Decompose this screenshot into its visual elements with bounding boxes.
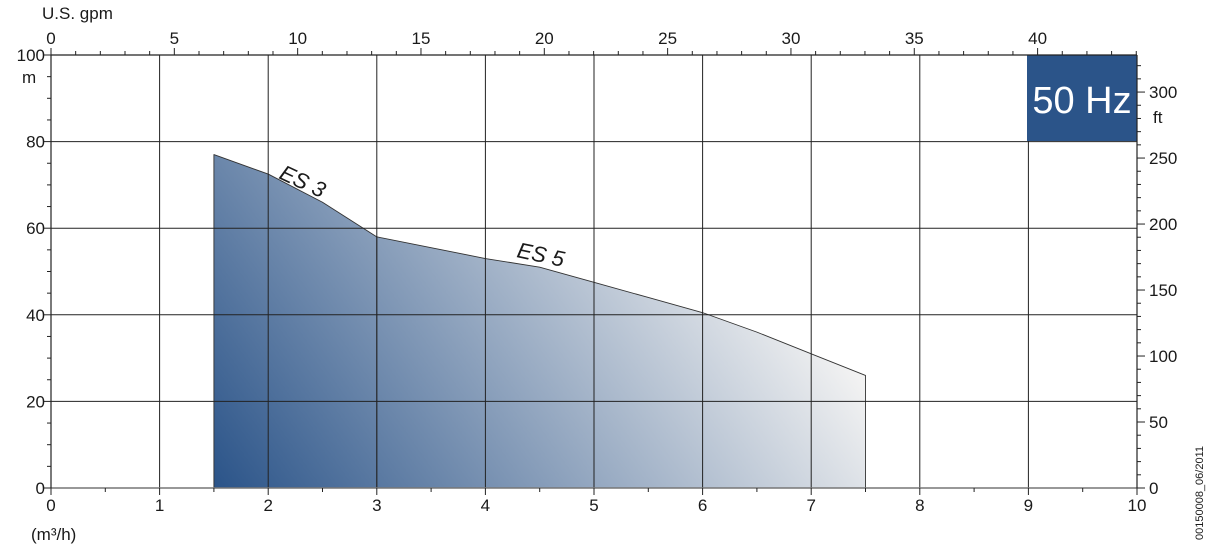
axes <box>44 48 1145 495</box>
right-tick-label: 100 <box>1149 347 1177 366</box>
left-tick-label: 60 <box>26 219 45 238</box>
bottom-axis-unit-label: (m³/h) <box>31 525 76 544</box>
top-tick-label: 40 <box>1028 29 1047 48</box>
bottom-tick-label: 5 <box>589 496 598 515</box>
bottom-tick-label: 2 <box>263 496 272 515</box>
document-code: 00150008_06/2011 <box>1194 446 1206 540</box>
right-axis-unit-label: ft <box>1153 108 1163 127</box>
bottom-tick-label: 10 <box>1128 496 1147 515</box>
bottom-tick-label: 1 <box>155 496 164 515</box>
top-tick-label: 15 <box>412 29 431 48</box>
bottom-tick-label: 7 <box>806 496 815 515</box>
tick-labels: 0 1 2 3 4 5 6 7 8 9 100 5 10 15 20 25 30 35 40020406080100… <box>17 29 1178 515</box>
curve-areas: ES 3ES 5 <box>213 154 866 489</box>
bottom-tick-label: 3 <box>372 496 381 515</box>
grid <box>51 55 1137 488</box>
right-tick-label: 50 <box>1149 413 1168 432</box>
bottom-tick-label: 8 <box>915 496 924 515</box>
top-tick-label: 20 <box>535 29 554 48</box>
left-tick-label: 40 <box>26 306 45 325</box>
left-tick-label: 0 <box>36 479 45 498</box>
left-axis-unit-label: m <box>22 68 36 87</box>
frequency-badge-label: 50 Hz <box>1032 80 1131 122</box>
bottom-tick-label: 6 <box>698 496 707 515</box>
top-axis-unit-label: U.S. gpm <box>42 4 113 23</box>
right-tick-label: 150 <box>1149 281 1177 300</box>
left-tick-label: 20 <box>26 392 45 411</box>
bottom-tick-label: 9 <box>1024 496 1033 515</box>
top-tick-label: 25 <box>658 29 677 48</box>
left-tick-label: 80 <box>26 133 45 152</box>
top-tick-label: 30 <box>781 29 800 48</box>
frequency-badge <box>1027 55 1137 141</box>
top-tick-label: 0 <box>46 29 55 48</box>
right-tick-label: 300 <box>1149 83 1177 102</box>
series-area-es-5 <box>376 236 866 489</box>
bottom-tick-label: 0 <box>46 496 55 515</box>
top-tick-label: 35 <box>905 29 924 48</box>
right-tick-label: 250 <box>1149 149 1177 168</box>
right-tick-label: 200 <box>1149 215 1177 234</box>
right-tick-label: 0 <box>1149 479 1158 498</box>
top-tick-label: 10 <box>288 29 307 48</box>
bottom-tick-label: 4 <box>481 496 490 515</box>
top-tick-label: 5 <box>170 29 179 48</box>
left-tick-label: 100 <box>17 46 45 65</box>
